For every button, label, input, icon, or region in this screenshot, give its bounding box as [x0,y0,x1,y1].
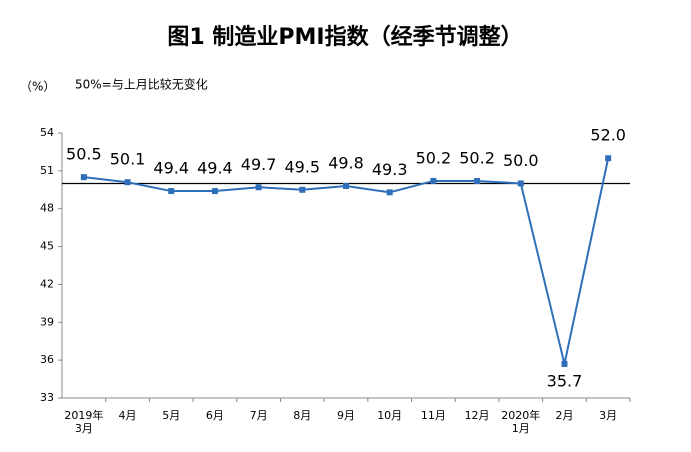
value-label: 49.3 [372,160,408,179]
point [386,189,393,196]
point [561,360,568,367]
x-tick-label: 2020年 1月 [501,409,541,435]
value-label: 52.0 [590,126,626,145]
x-tick-label: 9月 [337,409,355,422]
value-label: 50.2 [416,148,452,167]
value-label: 49.7 [241,155,277,174]
x-tick-label: 4月 [118,409,137,422]
point [168,188,175,195]
point [211,188,218,195]
value-label: 50.0 [503,151,539,170]
value-label: 50.1 [110,150,146,169]
annotation: 50%=与上月比较无变化 [75,77,208,92]
x-tick-label: 12月 [464,409,490,422]
point [474,177,481,184]
y-tick-label: 48 [40,202,54,215]
point [430,177,437,184]
x-tick-label: 7月 [249,409,268,422]
point [517,180,524,187]
value-label: 49.5 [284,157,320,176]
line [83,158,610,365]
y-tick-label: 51 [40,164,54,177]
chart-title: 图1 制造业PMI指数（经季节调整） [167,24,522,50]
x-tick-label: 2019年 3月 [64,409,104,435]
y-tick-label: 42 [40,277,54,290]
point [124,179,131,186]
value-label: 35.7 [547,371,583,390]
y-tick-label: 45 [40,240,54,253]
x-tick-label: 10月 [377,409,403,422]
point [80,174,87,181]
value-label: 49.4 [197,159,233,178]
point [605,155,612,162]
point [299,186,306,193]
y-tick-label: 33 [40,391,54,404]
value-label: 50.5 [66,145,102,164]
y-tick-label: 39 [40,315,54,328]
x-tick-label: 11月 [420,409,446,422]
x-tick-label: 3月 [599,409,618,422]
x-tick-label: 2月 [555,409,574,422]
value-label: 49.4 [153,159,189,178]
y-tick-label: 36 [40,353,54,366]
point [255,184,262,191]
y-tick-label: 54 [40,126,54,139]
x-tick-label: 8月 [293,409,312,422]
value-label: 50.2 [459,148,495,167]
x-tick-label: 6月 [205,409,224,422]
x-tick-label: 5月 [162,409,181,422]
y-unit: （%） [20,80,55,94]
value-label: 49.8 [328,154,364,173]
point [343,183,349,189]
